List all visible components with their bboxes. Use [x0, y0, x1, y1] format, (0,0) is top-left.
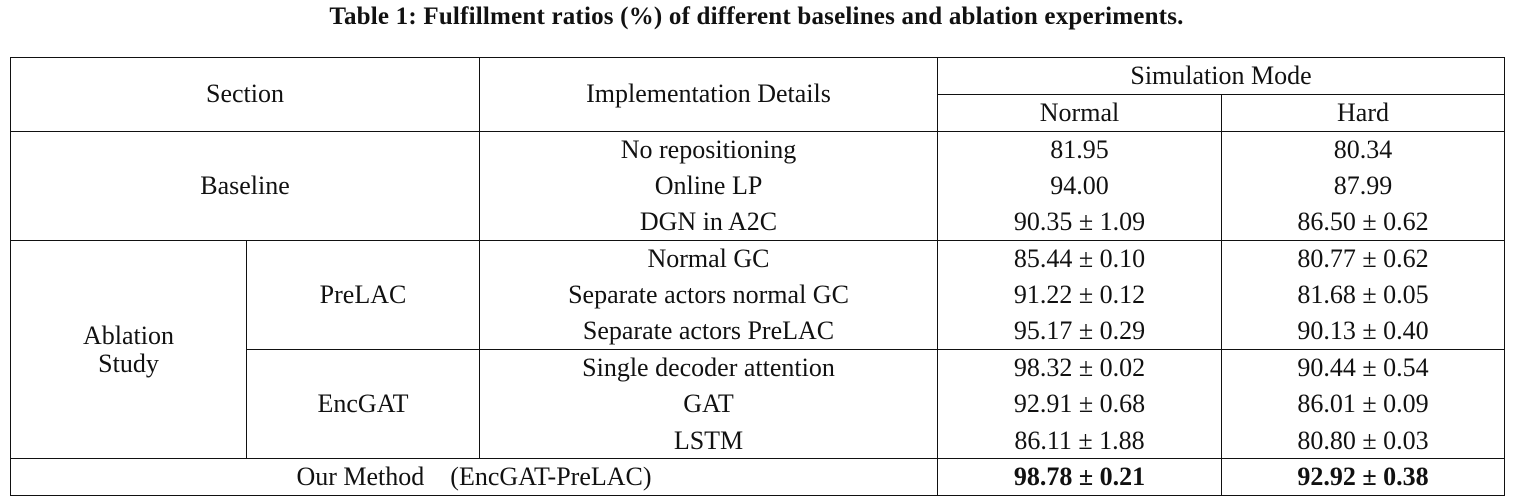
impl-cell: No repositioning [479, 130, 938, 168]
header-hard: Hard [1221, 94, 1505, 132]
normal-cell: 90.35 ± 1.09 [937, 204, 1222, 241]
section-baseline: Baseline [10, 130, 480, 241]
impl-cell: LSTM [479, 422, 938, 459]
impl-cell: Online LP [479, 167, 938, 205]
hard-cell: 80.34 [1221, 130, 1505, 168]
table-caption: Table 1: Fulfillment ratios (%) of diffe… [329, 3, 1184, 30]
impl-cell: Separate actors PreLAC [479, 313, 938, 350]
table-row: Online LP 94.00 87.99 [11, 167, 1505, 205]
normal-cell: 92.91 ± 0.68 [937, 386, 1222, 423]
header-row: Section Implementation Details Simulatio… [10, 56, 1505, 132]
ablation-label-line2: Study [98, 348, 159, 378]
our-method-row: Our Method (EncGAT-PreLAC) 98.78 ± 0.21 9… [10, 458, 1505, 496]
hard-cell: 86.50 ± 0.62 [1221, 204, 1505, 241]
table-row: Baseline No repositioning 81.95 80.34 [10, 130, 1505, 241]
header-simulation-mode: Simulation Mode [937, 56, 1505, 95]
normal-cell: 86.11 ± 1.88 [937, 422, 1222, 459]
table-row: LSTM 86.11 ± 1.88 80.80 ± 0.03 [11, 422, 1505, 459]
our-method-detail: (EncGAT-PreLAC) [450, 462, 652, 492]
hard-cell: 90.44 ± 0.54 [1221, 349, 1505, 387]
header-section: Section [10, 57, 480, 132]
table-row: EncGAT Single decoder attention 98.32 ± … [11, 349, 1505, 459]
hard-cell: 80.77 ± 0.62 [1221, 240, 1505, 277]
impl-cell: Single decoder attention [479, 349, 938, 387]
section-ablation-study: Ablation Study [10, 240, 247, 459]
impl-cell: GAT [479, 386, 938, 423]
group-prelac: PreLAC [246, 240, 480, 350]
hard-cell: 86.01 ± 0.09 [1221, 386, 1505, 423]
header-implementation: Implementation Details [479, 57, 938, 132]
our-method-label: Our Method (EncGAT-PreLAC) [10, 458, 938, 496]
hard-cell: 90.13 ± 0.40 [1221, 313, 1505, 350]
our-method-normal: 98.78 ± 0.21 [937, 458, 1222, 496]
table-row: Ablation Study PreLAC Normal GC 85.44 ± … [10, 240, 1505, 459]
impl-cell: Normal GC [479, 240, 938, 277]
impl-cell: Separate actors normal GC [479, 276, 938, 314]
results-table: Section Implementation Details Simulatio… [10, 56, 1505, 496]
table-row: GAT 92.91 ± 0.68 86.01 ± 0.09 [11, 386, 1505, 423]
table-row: DGN in A2C 90.35 ± 1.09 86.50 ± 0.62 [11, 204, 1505, 241]
group-encgat: EncGAT [246, 349, 480, 459]
hard-cell: 80.80 ± 0.03 [1221, 422, 1505, 459]
hard-cell: 81.68 ± 0.05 [1221, 276, 1505, 314]
normal-cell: 91.22 ± 0.12 [937, 276, 1222, 314]
normal-cell: 85.44 ± 0.10 [937, 240, 1222, 277]
normal-cell: 98.32 ± 0.02 [937, 349, 1222, 387]
our-method-hard: 92.92 ± 0.38 [1221, 458, 1505, 496]
header-normal: Normal [937, 94, 1222, 132]
ablation-label-line1: Ablation [83, 320, 174, 350]
table-row: Separate actors PreLAC 95.17 ± 0.29 90.1… [11, 313, 1505, 350]
header-subrow: Normal Hard [11, 94, 1505, 132]
normal-cell: 95.17 ± 0.29 [937, 313, 1222, 350]
impl-cell: DGN in A2C [479, 204, 938, 241]
normal-cell: 94.00 [937, 167, 1222, 205]
hard-cell: 87.99 [1221, 167, 1505, 205]
normal-cell: 81.95 [937, 130, 1222, 168]
our-method-name: Our Method [296, 462, 425, 492]
table-row: Separate actors normal GC 91.22 ± 0.12 8… [11, 276, 1505, 314]
